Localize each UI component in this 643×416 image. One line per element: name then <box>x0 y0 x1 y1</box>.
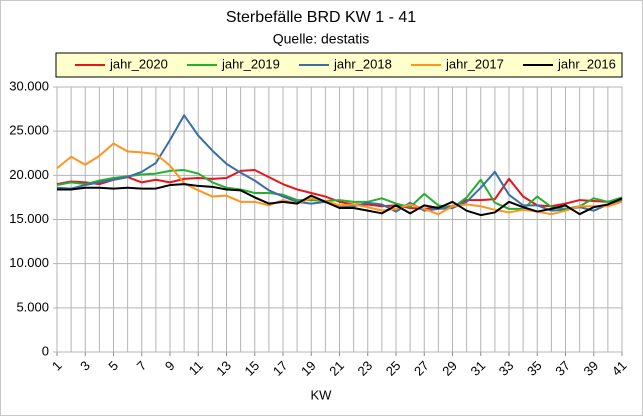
y-tick-label: 5.000 <box>16 299 49 314</box>
y-tick-label: 25.000 <box>9 123 49 138</box>
series-line <box>57 183 623 217</box>
legend-label: jahr_2018 <box>333 56 392 71</box>
y-tick-label: 15.000 <box>9 211 49 226</box>
y-tick-label: 10.000 <box>9 255 49 270</box>
chart-subtitle: Quelle: destatis <box>273 31 370 47</box>
legend-label: jahr_2020 <box>109 56 168 71</box>
series-line <box>56 169 623 210</box>
y-tick-label: 30.000 <box>9 78 49 93</box>
y-tick-label: 0 <box>42 343 49 358</box>
legend-label: jahr_2019 <box>221 56 280 71</box>
legend-label: jahr_2017 <box>445 56 504 71</box>
x-axis-label: KW <box>311 387 333 402</box>
y-tick-label: 20.000 <box>9 167 49 182</box>
legend-label: jahr_2016 <box>557 56 616 71</box>
plot-frame <box>56 86 623 353</box>
series-line <box>56 142 623 216</box>
chart-title: Sterbefälle BRD KW 1 - 41 <box>226 9 416 26</box>
